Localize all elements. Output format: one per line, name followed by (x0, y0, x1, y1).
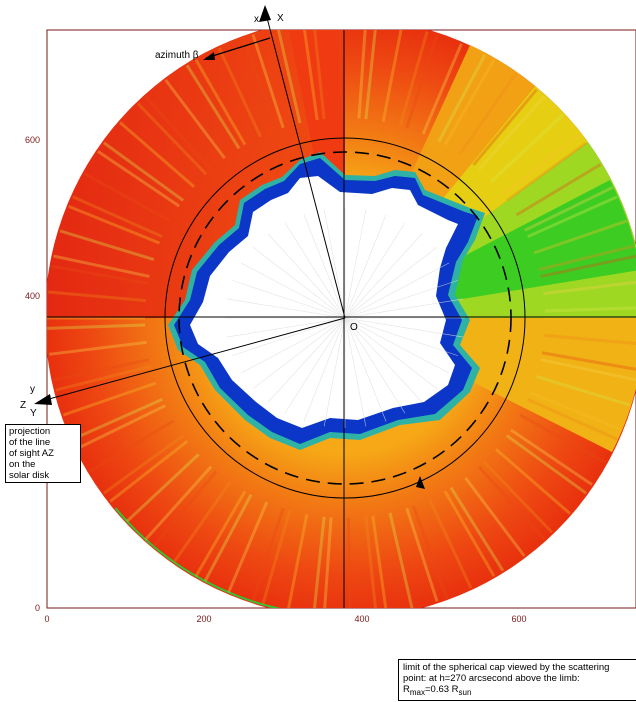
origin-label: O (350, 322, 358, 333)
cap-r-prefix: R (403, 684, 410, 695)
los-note-line: on the (9, 459, 77, 470)
axis-label-y-upper: Y (30, 408, 37, 419)
los-note-line: of sight AZ (9, 448, 77, 459)
radial-streak (340, 20, 342, 118)
y-tick-labels: 0200400600 (25, 135, 40, 613)
axis-label-x-upper: X (277, 13, 284, 24)
x-tick-label: 400 (354, 614, 369, 624)
spherical-cap-note: limit of the spherical cap viewed by the… (398, 659, 636, 701)
x-tick-labels: 0 200 400 600 (44, 614, 526, 624)
los-note-line: of the line (9, 437, 77, 448)
los-note-line: solar disk (9, 470, 77, 481)
cap-note-radius: Rmax=0.63 Rsun (403, 684, 635, 698)
cap-r-mid: =0.63 R (425, 684, 459, 695)
x-tick-label: 600 (511, 614, 526, 624)
y-tick-label: 600 (25, 135, 40, 145)
axis-label-y-lower: y (30, 384, 35, 395)
cap-note-text: limit of the spherical cap viewed by the… (403, 662, 635, 684)
axis-label-x-lower: x (254, 14, 259, 25)
line-of-sight-arrowhead-icon (34, 394, 52, 405)
los-note-line: projection (9, 426, 77, 437)
cap-r-sub-max: max (410, 688, 425, 697)
cap-r-sub-sun: sun (459, 688, 472, 697)
radial-streak (348, 518, 350, 616)
y-tick-label: 0 (35, 603, 40, 613)
y-tick-label: 400 (25, 291, 40, 301)
line-of-sight-note: projection of the line of sight AZ on th… (5, 424, 81, 483)
x-axis-arrowhead-icon (259, 5, 271, 22)
x-tick-label: 200 (196, 614, 211, 624)
axis-label-z-upper: Z (20, 400, 26, 411)
x-tick-label: 0 (44, 614, 49, 624)
azimuth-label: azimuth β (155, 50, 199, 61)
coronal-intensity-map (45, 18, 636, 618)
